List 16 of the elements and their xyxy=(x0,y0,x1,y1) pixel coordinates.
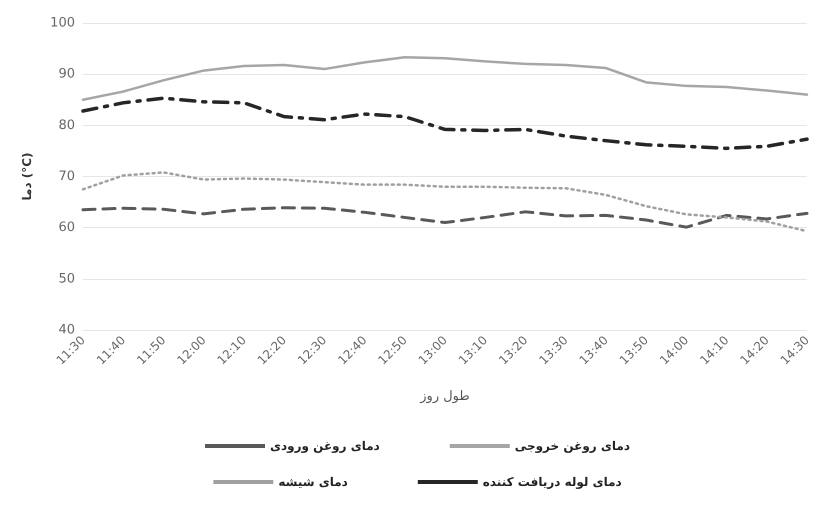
line-series xyxy=(81,96,809,150)
line-series xyxy=(82,206,808,229)
line-series xyxy=(82,56,808,101)
y-axis-title: دما (°C) xyxy=(20,152,34,201)
y-tick-label: 70 xyxy=(58,169,75,184)
legend-label: دمای روغن خروجی xyxy=(514,439,630,453)
legend-label: دمای لوله دریافت کننده xyxy=(482,475,622,489)
legend-label: دمای روغن ورودی xyxy=(270,439,380,453)
y-tick-label: 100 xyxy=(50,16,75,30)
y-tick-label: 90 xyxy=(58,66,75,82)
x-axis-title: طول روز xyxy=(419,389,470,404)
y-tick-label: 40 xyxy=(58,322,75,338)
legend-label: دمای شیشه xyxy=(278,475,348,489)
y-tick-label: 80 xyxy=(58,118,75,133)
y-tick-label: 60 xyxy=(58,220,75,236)
y-tick-label: 50 xyxy=(58,271,75,286)
